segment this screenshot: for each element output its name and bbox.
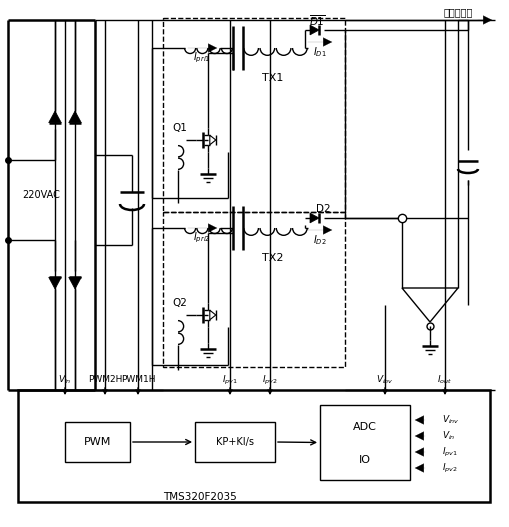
Text: PWM2H: PWM2H	[88, 376, 122, 385]
Text: KP+KI/s: KP+KI/s	[216, 437, 253, 447]
Polygon shape	[69, 111, 81, 123]
Text: TX1: TX1	[262, 73, 283, 83]
Text: $I_{D2}$: $I_{D2}$	[313, 233, 326, 247]
Polygon shape	[209, 310, 215, 320]
Text: $V_{in}$: $V_{in}$	[58, 374, 72, 386]
Text: $I_{pv1}$: $I_{pv1}$	[221, 374, 238, 386]
Polygon shape	[69, 277, 81, 289]
Text: $\overline{D1}$: $\overline{D1}$	[308, 14, 325, 28]
Text: $I_{pv1}$: $I_{pv1}$	[441, 445, 457, 458]
Polygon shape	[48, 277, 61, 289]
Polygon shape	[309, 213, 319, 223]
Polygon shape	[401, 288, 457, 322]
Text: TX2: TX2	[262, 253, 283, 263]
Text: $V_{inv}$: $V_{inv}$	[376, 374, 393, 386]
Text: TMS320F2035: TMS320F2035	[163, 492, 236, 502]
Text: $V_{in}$: $V_{in}$	[441, 430, 455, 442]
Text: $I_{D1}$: $I_{D1}$	[313, 45, 326, 59]
Text: Q1: Q1	[172, 123, 187, 133]
Text: $I_{pv2}$: $I_{pv2}$	[441, 462, 457, 474]
Bar	[163, 18, 344, 212]
Text: 预稳压输出: 预稳压输出	[443, 7, 472, 17]
Polygon shape	[209, 135, 215, 145]
Text: $I_{pv2}$: $I_{pv2}$	[262, 374, 277, 386]
Bar	[194, 422, 274, 462]
Text: 220VAC: 220VAC	[22, 190, 60, 200]
Text: ADC: ADC	[352, 422, 376, 432]
Text: $I_{pri1}$: $I_{pri1}$	[193, 51, 210, 65]
Bar	[163, 212, 344, 367]
Text: D2: D2	[315, 204, 330, 214]
Text: $I_{out}$: $I_{out}$	[437, 374, 451, 386]
Polygon shape	[309, 25, 319, 35]
Text: IO: IO	[358, 455, 370, 465]
Text: $V_{inv}$: $V_{inv}$	[441, 414, 459, 426]
Text: PWM1H: PWM1H	[121, 376, 155, 385]
Text: Q2: Q2	[172, 298, 187, 308]
Bar	[319, 405, 409, 480]
Text: PWM: PWM	[83, 437, 111, 447]
Polygon shape	[48, 111, 61, 123]
Text: $I_{pri2}$: $I_{pri2}$	[193, 231, 210, 245]
Bar	[18, 390, 489, 502]
Bar	[65, 422, 130, 462]
